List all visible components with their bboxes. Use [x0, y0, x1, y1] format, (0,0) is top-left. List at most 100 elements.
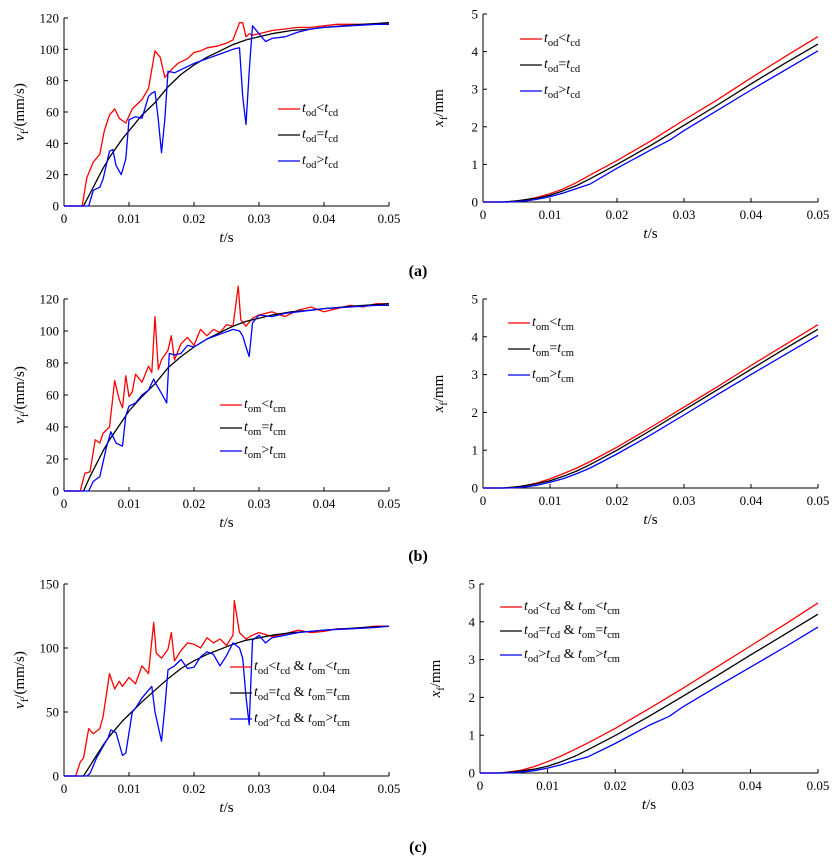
y-axis-label: xf/mm	[431, 374, 450, 413]
legend-entry: tod<tcd	[544, 31, 581, 49]
x-tick-label: 0.04	[313, 781, 336, 796]
series-line-red	[64, 599, 389, 777]
legend-entry: tod>tcd & tom>tcm	[254, 711, 350, 729]
x-tick-label: 0.03	[673, 207, 696, 222]
y-tick-label: 80	[46, 356, 59, 371]
chart-c-right: 0 0.01 0.02 0.03 0.04 0.05 0 1 2 3 4 5 t/s xf/mm tod<t…	[428, 577, 829, 814]
x-tick-label: 0	[61, 496, 68, 511]
y-tick-label: 40	[46, 136, 59, 151]
y-tick-label: 4	[469, 614, 476, 629]
legend-entry: tom>tcm	[244, 443, 286, 461]
y-tick-label: 3	[472, 82, 479, 97]
x-axis-label: t/s	[643, 226, 657, 242]
x-tick-label: 0.05	[807, 493, 830, 508]
series-line-blue	[64, 625, 390, 777]
y-tick-label: 0	[53, 484, 60, 499]
y-tick-label: 1	[469, 728, 476, 743]
series-line-black	[483, 328, 819, 489]
x-tick-label: 0	[480, 207, 487, 222]
y-tick-label: 5	[472, 292, 479, 307]
legend-entry: tod=tcd	[302, 127, 339, 145]
y-tick-label: 1	[472, 443, 479, 458]
x-tick-label: 0.05	[378, 496, 401, 511]
legend-entry: tod=tcd	[544, 57, 581, 75]
series-line-red	[480, 602, 819, 774]
y-tick-label: 2	[472, 405, 479, 420]
x-tick-label: 0.01	[539, 493, 562, 508]
y-tick-label: 3	[469, 652, 476, 667]
y-tick-label: 3	[472, 367, 479, 382]
y-tick-label: 50	[46, 705, 59, 720]
y-tick-label: 0	[53, 769, 60, 784]
y-tick-label: 2	[469, 690, 476, 705]
caption-0: (a)	[409, 263, 428, 280]
y-axis-label: vf/(mm/s)	[12, 366, 31, 424]
x-tick-label: 0	[480, 493, 487, 508]
series-line-blue	[64, 304, 389, 492]
y-axis-label: xf/mm	[431, 89, 450, 128]
series-line-blue	[64, 23, 389, 207]
legend-entry: tod=tcd & tom=tcm	[524, 623, 620, 641]
x-tick-label: 0.02	[606, 493, 629, 508]
x-tick-label: 0.05	[807, 778, 830, 793]
series-line-black	[64, 22, 390, 207]
x-tick-label: 0	[61, 781, 68, 796]
chart-b-right: 0 0.01 0.02 0.03 0.04 0.05 0 1 2 3 4 5 t/s xf/mm tom<t…	[431, 292, 829, 529]
y-tick-label: 120	[40, 11, 60, 26]
x-tick-label: 0	[61, 211, 68, 226]
x-tick-label: 0.01	[118, 211, 141, 226]
y-tick-label: 0	[469, 766, 476, 781]
chart-c-left: 0 0.01 0.02 0.03 0.04 0.05 0 50 100 150 t/s vf/(mm/…	[12, 577, 400, 817]
x-tick-label: 0.03	[248, 211, 271, 226]
y-axis-label: xf/mm	[428, 659, 447, 698]
y-tick-label: 80	[46, 73, 59, 88]
x-tick-label: 0.03	[248, 496, 271, 511]
y-tick-label: 100	[40, 42, 60, 57]
legend-entry: tod<tcd & tom<tcm	[254, 659, 350, 677]
legend-entry: tod<tcd & tom<tcm	[524, 599, 620, 617]
legend-entry: tom<tcm	[532, 315, 574, 333]
series-line-black	[480, 613, 819, 774]
x-tick-label: 0.05	[378, 781, 401, 796]
series-line-blue	[483, 334, 819, 489]
x-axis-label: t/s	[642, 797, 656, 813]
legend-entry: tod<tcd	[302, 101, 339, 119]
x-tick-label: 0.03	[673, 493, 696, 508]
y-tick-label: 4	[472, 44, 479, 59]
chart-a-left: 0 0.01 0.02 0.03 0.04 0.05 0 20 40 60 80 100 120 t/s v…	[12, 11, 400, 247]
x-axis-label: t/s	[219, 515, 233, 531]
legend-entry: tod>tcd & tom>tcm	[524, 647, 620, 665]
series-line-red	[64, 285, 389, 492]
y-tick-label: 4	[472, 329, 479, 344]
series-line-black	[483, 43, 819, 203]
chart-a-right: 0 0.01 0.02 0.03 0.04 0.05 0 1 2 3 4 5 t/s xf/mm tod<t…	[431, 7, 829, 243]
y-tick-label: 5	[469, 577, 476, 592]
y-tick-label: 20	[46, 167, 59, 182]
x-tick-label: 0.05	[378, 211, 401, 226]
x-tick-label: 0.03	[671, 778, 694, 793]
x-tick-label: 0.01	[118, 496, 141, 511]
series-line-red	[483, 36, 819, 203]
x-axis-label: t/s	[219, 800, 233, 816]
x-tick-label: 0.03	[248, 781, 271, 796]
y-tick-label: 120	[40, 292, 60, 307]
x-tick-label: 0.02	[183, 211, 206, 226]
y-tick-label: 0	[472, 195, 479, 210]
series-line-blue	[480, 626, 819, 774]
x-tick-label: 0.02	[604, 778, 627, 793]
series-line-red	[64, 22, 390, 207]
x-tick-label: 0.05	[807, 207, 830, 222]
legend-entry: tod>tcd	[544, 83, 581, 101]
y-tick-label: 60	[46, 388, 59, 403]
x-tick-label: 0.04	[740, 493, 763, 508]
y-axis-label: vf/(mm/s)	[12, 83, 31, 141]
x-tick-label: 0.04	[740, 207, 763, 222]
x-tick-label: 0.01	[118, 781, 141, 796]
y-tick-label: 100	[40, 641, 60, 656]
x-tick-label: 0.02	[606, 207, 629, 222]
legend-entry: tod=tcd & tom=tcm	[254, 685, 350, 703]
y-tick-label: 0	[53, 199, 60, 214]
legend-entry: tom<tcm	[244, 397, 286, 415]
x-axis-label: t/s	[219, 230, 233, 246]
legend-entry: tom=tcm	[244, 420, 286, 438]
